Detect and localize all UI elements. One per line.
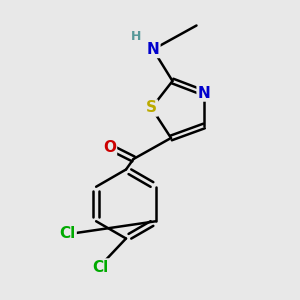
Text: N: N <box>147 42 159 57</box>
Text: Cl: Cl <box>92 260 109 274</box>
Text: S: S <box>146 100 157 116</box>
Text: H: H <box>131 29 142 43</box>
Text: N: N <box>198 85 210 100</box>
Text: Cl: Cl <box>59 226 76 242</box>
Text: O: O <box>103 140 116 154</box>
